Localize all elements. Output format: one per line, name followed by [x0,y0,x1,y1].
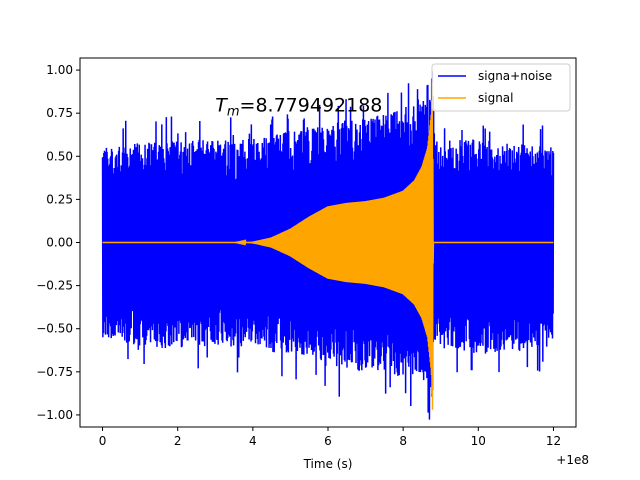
annotation-subscript: m [227,105,240,120]
x-tick-label: 0 [99,434,107,448]
x-tick-label: 4 [249,434,257,448]
y-tick-label: −0.75 [36,365,73,379]
y-tick-label: −0.50 [36,322,73,336]
merger-time-annotation: Tm=8.779492188 [215,95,382,120]
series-signal [102,81,554,394]
legend-label: signal [478,91,514,105]
annotation-value: =8.779492188 [240,95,383,117]
x-tick-label: 12 [546,434,561,448]
y-tick-label: −1.00 [36,408,73,422]
x-tick-label: 10 [471,434,486,448]
y-tick-label: 0.00 [46,236,73,250]
annotation-prefix: T [215,95,228,117]
x-axis: 0 2 4 6 8 10 12 [99,427,561,448]
x-axis-offset-label: +1e8 [556,453,589,467]
y-axis: −1.00 −0.75 −0.50 −0.25 0.00 0.25 0.50 0.75 1.00 [36,63,80,422]
legend-box [431,63,571,112]
x-tick-label: 8 [399,434,407,448]
series-signa-noise [101,71,555,420]
y-tick-label: 0.50 [46,149,73,163]
y-tick-label: 1.00 [46,63,73,77]
y-tick-label: −0.25 [36,279,73,293]
plot-area [101,71,555,420]
y-tick-label: 0.75 [46,106,73,120]
x-tick-label: 6 [324,434,332,448]
legend: signa+noise signal [431,63,571,112]
x-axis-label: Time (s) [303,457,353,471]
x-tick-label: 2 [174,434,182,448]
legend-label: signa+noise [478,69,552,83]
y-tick-label: 0.25 [46,192,73,206]
